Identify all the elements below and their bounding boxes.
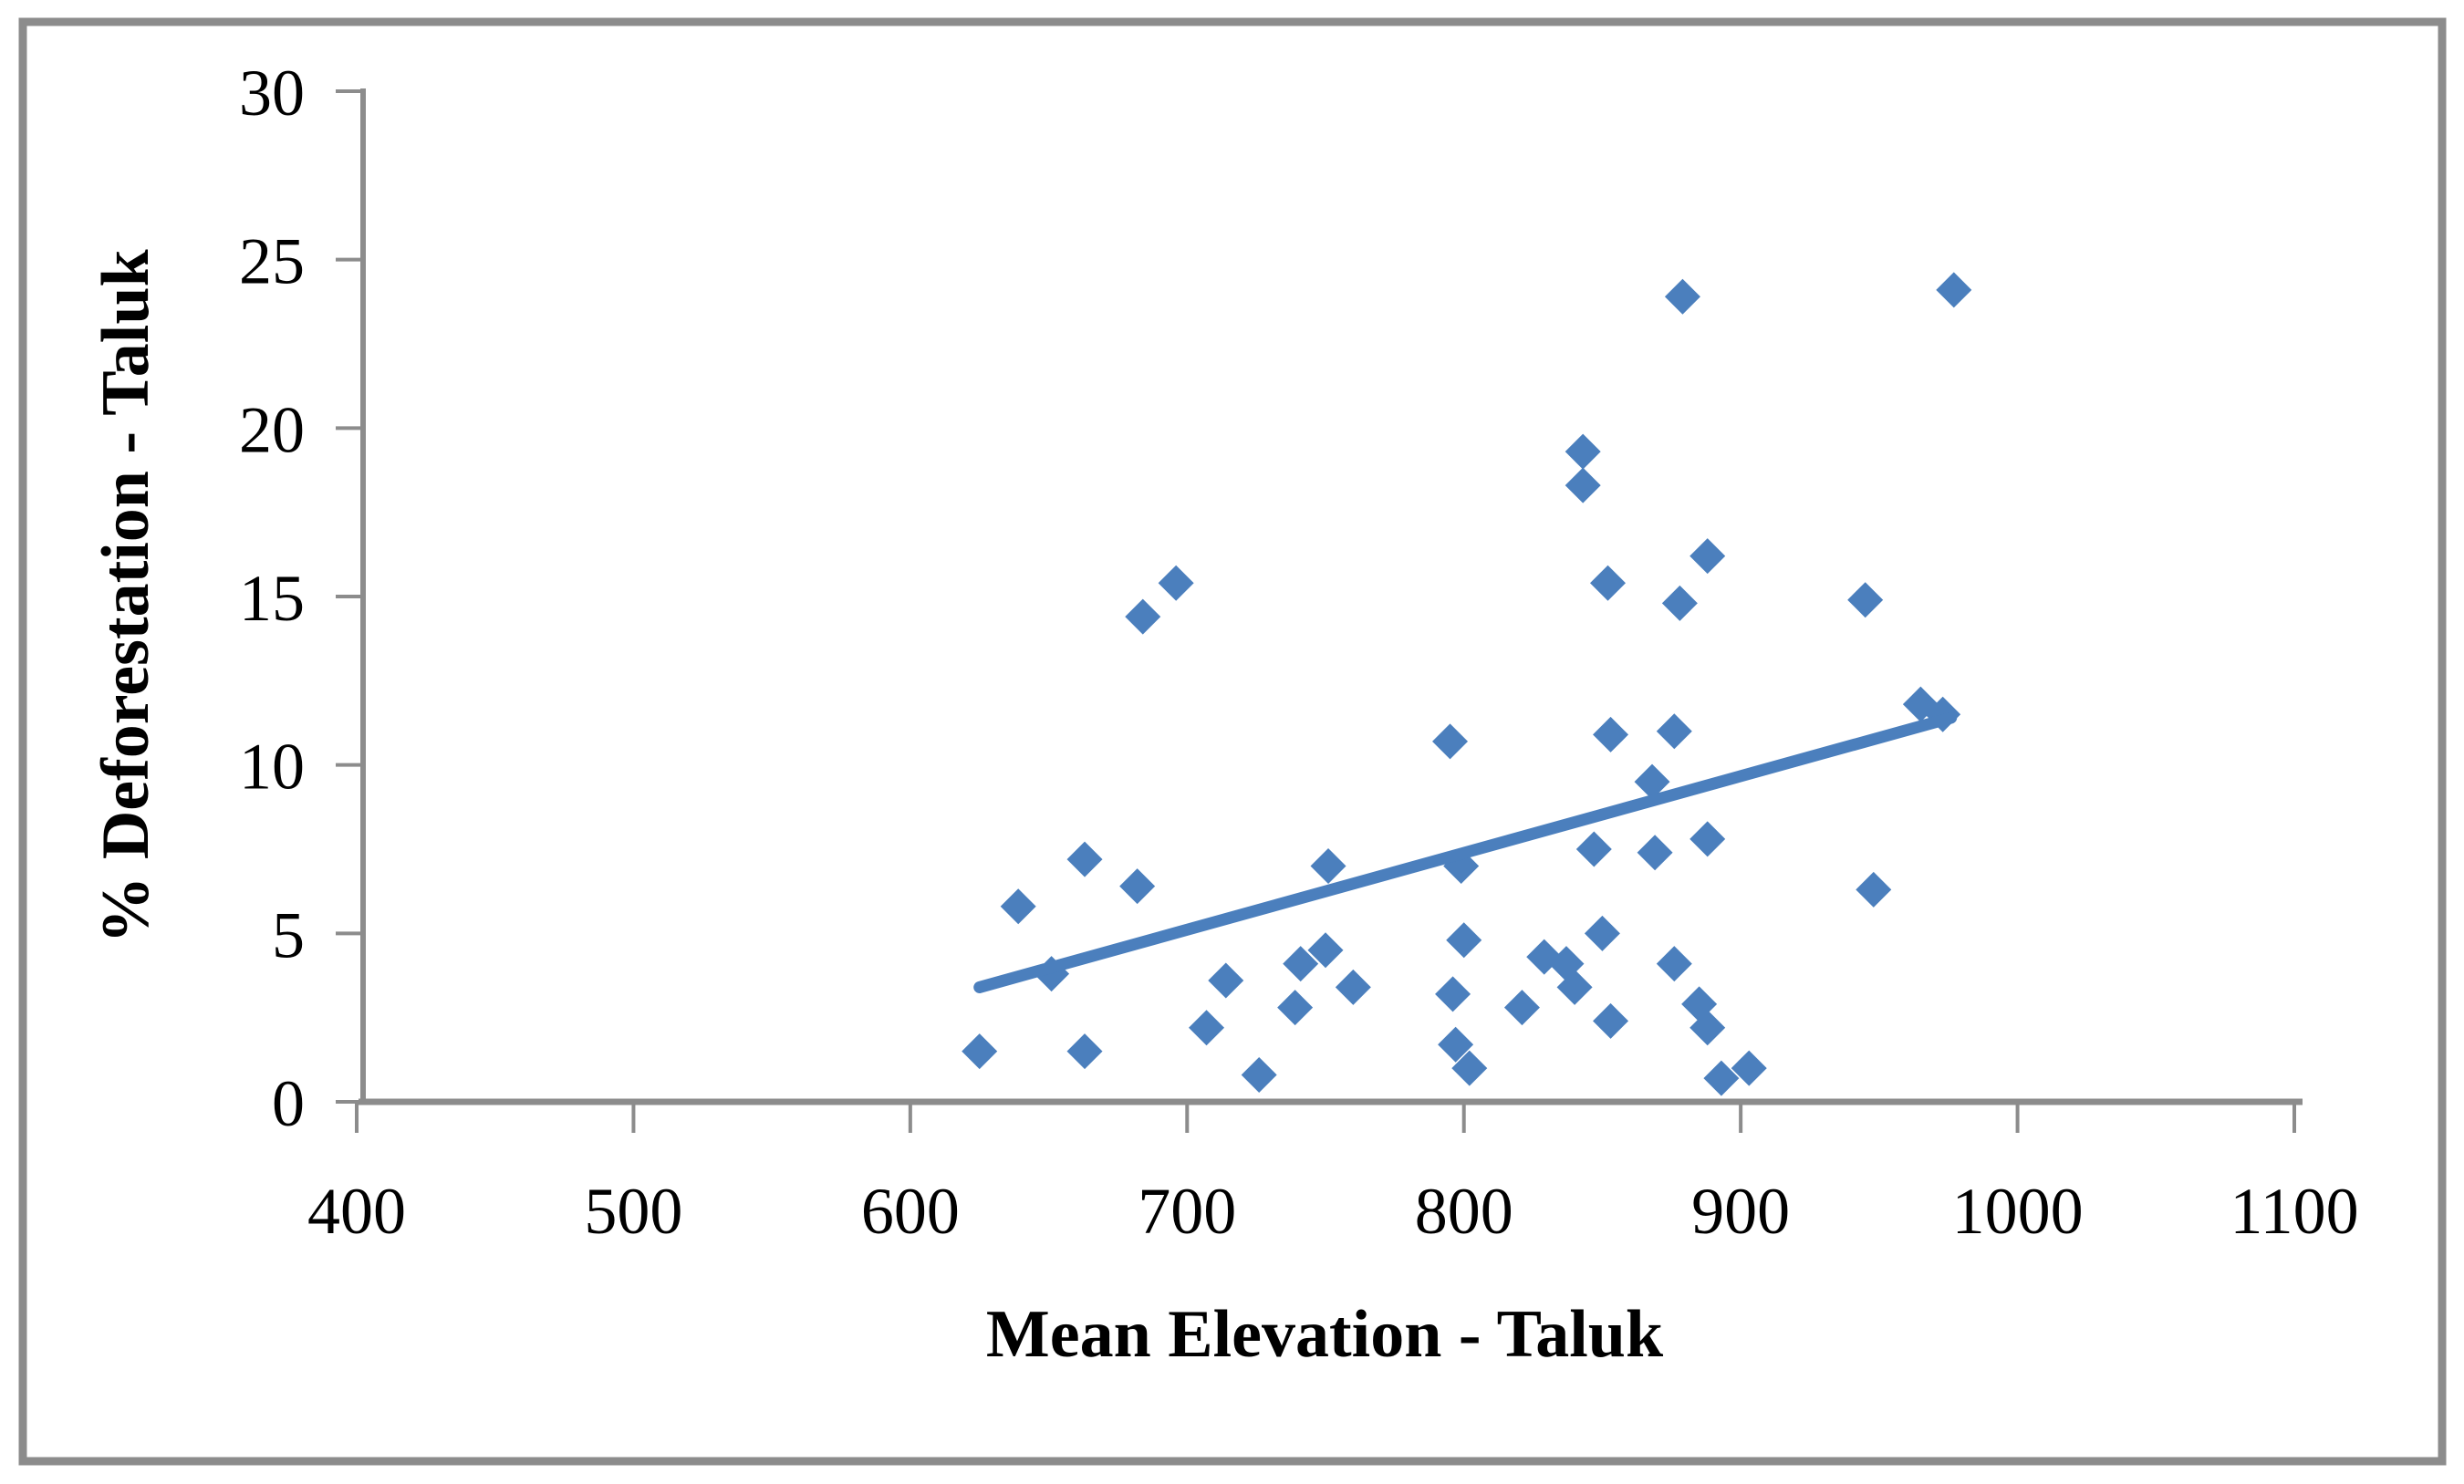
data-point xyxy=(1689,1010,1726,1046)
x-tick-label: 500 xyxy=(584,1175,682,1248)
data-point xyxy=(962,1033,998,1070)
data-points xyxy=(962,272,1972,1096)
y-tick-label: 15 xyxy=(239,562,305,635)
data-point xyxy=(1435,976,1471,1012)
data-point xyxy=(1656,946,1692,982)
data-point xyxy=(1307,932,1344,969)
data-point xyxy=(1593,716,1629,752)
data-point xyxy=(1634,763,1670,800)
x-tick-label: 900 xyxy=(1691,1175,1790,1248)
data-point xyxy=(1565,433,1601,470)
data-point xyxy=(1438,1026,1474,1063)
y-tick-label: 5 xyxy=(272,898,305,971)
data-point xyxy=(1241,1056,1277,1093)
y-tick-label: 20 xyxy=(239,393,305,466)
data-point xyxy=(1856,871,1892,908)
data-point xyxy=(1208,962,1244,999)
x-tick-label: 800 xyxy=(1415,1175,1513,1248)
data-point xyxy=(1731,1050,1767,1086)
data-point xyxy=(1664,278,1700,315)
x-axis-ticks: 400 500 600 700 800 900 1000 1100 xyxy=(307,1102,2359,1248)
data-point xyxy=(1593,1002,1629,1039)
y-tick-label: 30 xyxy=(239,57,305,130)
y-axis-title: % Deforestation - Taluk xyxy=(88,249,163,944)
data-point xyxy=(1066,841,1103,877)
data-point xyxy=(1158,565,1194,601)
data-point xyxy=(1575,831,1612,867)
data-point xyxy=(1335,969,1371,1005)
data-point xyxy=(1283,946,1319,982)
x-tick-label: 1000 xyxy=(1952,1175,2084,1248)
y-tick-label: 25 xyxy=(239,225,305,298)
data-point xyxy=(1689,821,1726,857)
data-point xyxy=(1656,713,1692,750)
data-point xyxy=(1847,582,1884,618)
data-point xyxy=(1432,723,1469,760)
data-point xyxy=(1125,598,1161,635)
y-axis-ticks: 0 5 10 15 20 25 30 xyxy=(239,57,363,1140)
data-point xyxy=(1661,585,1698,621)
data-point xyxy=(1277,990,1314,1026)
x-tick-label: 1100 xyxy=(2230,1175,2358,1248)
data-point xyxy=(1503,990,1540,1026)
data-point xyxy=(1446,922,1482,959)
x-tick-label: 400 xyxy=(307,1175,406,1248)
x-tick-label: 600 xyxy=(861,1175,960,1248)
data-point xyxy=(1189,1010,1225,1046)
data-point xyxy=(1689,538,1726,575)
data-point xyxy=(1637,835,1673,871)
data-point xyxy=(1589,565,1626,601)
data-point xyxy=(1119,868,1156,905)
x-tick-label: 700 xyxy=(1138,1175,1236,1248)
data-point xyxy=(1936,272,1972,308)
data-point xyxy=(1066,1033,1103,1070)
data-point xyxy=(1556,969,1593,1005)
y-tick-label: 0 xyxy=(272,1067,305,1140)
data-point xyxy=(1584,915,1620,951)
data-point xyxy=(1451,1050,1488,1086)
chart-frame-border xyxy=(18,17,2447,1466)
trend-line xyxy=(973,711,1958,993)
data-point xyxy=(1703,1060,1740,1096)
y-tick-label: 10 xyxy=(239,731,305,804)
data-point xyxy=(1000,888,1036,925)
data-point xyxy=(1565,467,1601,503)
data-point xyxy=(1310,847,1346,884)
x-axis-title: Mean Elevation - Taluk xyxy=(986,1297,1664,1372)
